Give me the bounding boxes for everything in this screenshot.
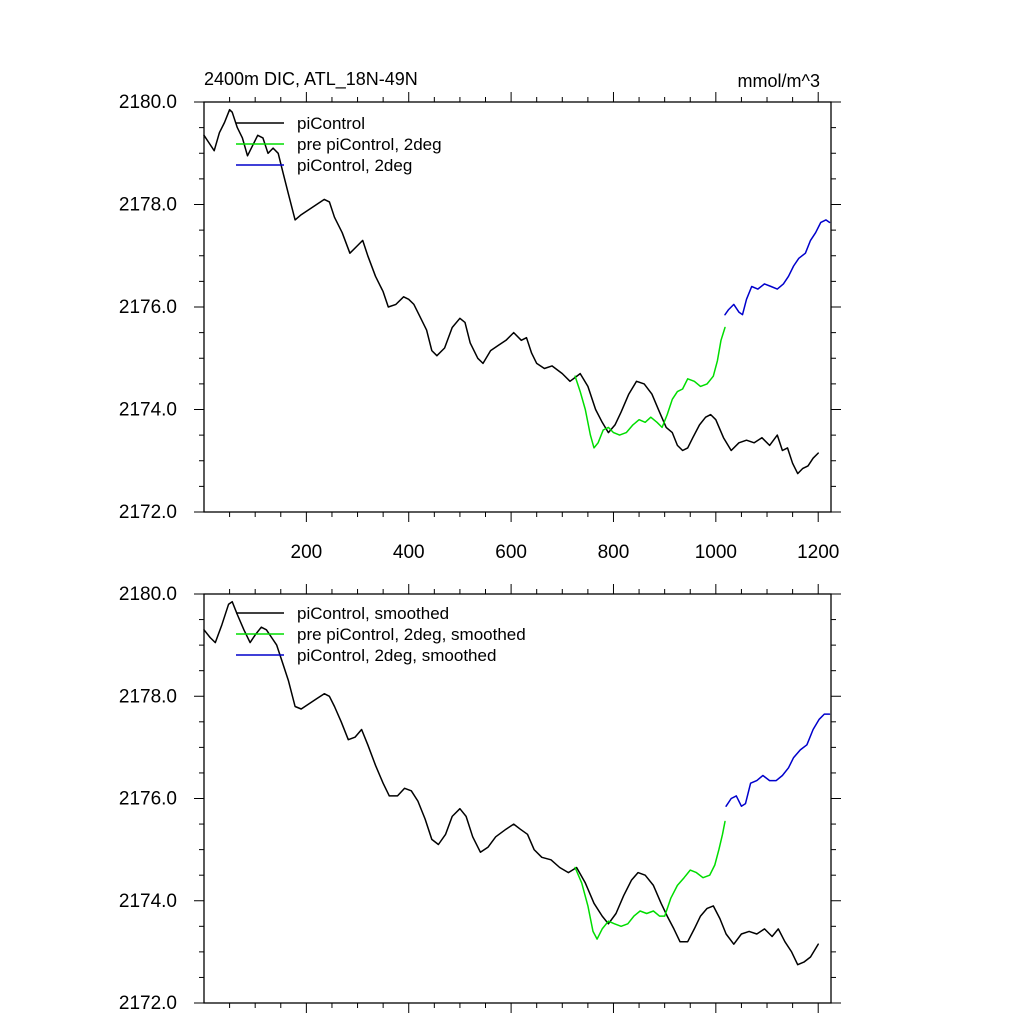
y-tick-label: 2178.0	[119, 195, 177, 216]
y-tick-label: 2178.0	[119, 686, 177, 707]
x-tick-label: 600	[495, 542, 527, 563]
x-tick-label: 200	[291, 542, 323, 563]
legend: piControl, smoothed pre piControl, 2deg, …	[236, 604, 526, 665]
y-tick-label: 2174.0	[119, 400, 177, 421]
chart-panel-2: 2172.0 2174.0 2176.0 2178.0 2180.0 piControl,…	[119, 584, 841, 1014]
legend: piControl pre piControl, 2deg piControl, 2…	[236, 114, 442, 175]
chart-title: 2400m DIC, ATL_18N-49N	[204, 69, 418, 90]
y-tick-label: 2176.0	[119, 789, 177, 810]
y-tick-label: 2180.0	[119, 584, 177, 605]
legend-label: piControl	[297, 114, 365, 133]
units-label: mmol/m^3	[738, 71, 820, 91]
series-line-3	[724, 219, 831, 316]
series-line-1	[203, 108, 819, 475]
legend-label: pre piControl, 2deg	[297, 135, 442, 154]
y-tick-label: 2176.0	[119, 297, 177, 318]
legend-label: piControl, smoothed	[297, 604, 449, 623]
series-line-2	[574, 326, 726, 449]
y-tick-label: 2172.0	[119, 502, 177, 523]
series-line-3	[725, 713, 831, 807]
x-tick-label: 1000	[695, 542, 737, 563]
series-line-1	[203, 600, 819, 966]
legend-label: piControl, 2deg, smoothed	[297, 646, 496, 665]
chart-panel-1: 2172.0 2174.0 2176.0 2178.0 2180.0 200 400 600 8…	[119, 92, 841, 563]
y-tick-label: 2180.0	[119, 92, 177, 113]
series-line-2	[574, 820, 726, 940]
legend-label: piControl, 2deg	[297, 156, 412, 175]
y-tick-label: 2172.0	[119, 993, 177, 1014]
x-tick-label: 400	[393, 542, 425, 563]
x-tick-label: 1200	[797, 542, 839, 563]
y-tick-label: 2174.0	[119, 891, 177, 912]
legend-label: pre piControl, 2deg, smoothed	[297, 625, 526, 644]
x-tick-label: 800	[598, 542, 630, 563]
